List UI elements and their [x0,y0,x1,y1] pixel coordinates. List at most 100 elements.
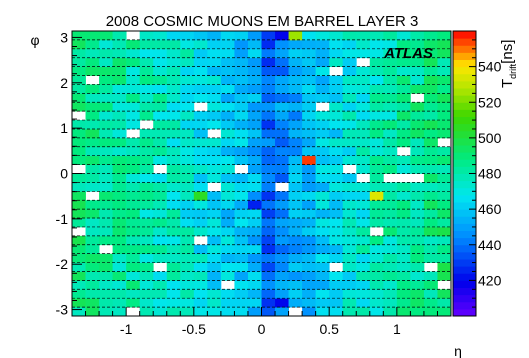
heatmap-cell [112,146,127,157]
heatmap-cell [302,253,317,263]
heatmap-cell [383,253,398,263]
heatmap-cell [275,253,289,263]
heatmap-cell [247,298,262,308]
heatmap-cell [166,173,181,183]
heatmap-cell [369,271,384,281]
heatmap-cell [99,173,114,183]
heatmap-cell [126,66,141,76]
heatmap-cell [247,155,262,165]
heatmap-cell [261,307,276,317]
heatmap-cell [126,253,141,263]
heatmap-cell [315,218,330,228]
heatmap-cell [85,31,100,41]
heatmap-cell [275,218,289,228]
heatmap-cell [166,280,181,290]
heatmap-cell [437,102,452,112]
heatmap-cell [288,146,303,157]
heatmap-cell [423,66,438,76]
heatmap-cell [410,84,425,94]
heatmap-cell [207,226,222,237]
heatmap-cell [356,289,371,299]
heatmap-cell [410,57,425,68]
colorbar-segment [453,152,476,160]
heatmap-cell [166,271,181,281]
heatmap-cell [369,218,384,228]
heatmap-cell [396,75,411,85]
heatmap-cell [220,48,235,59]
heatmap-cell [396,57,411,68]
heatmap-cell [410,191,425,201]
heatmap-cell [369,31,384,41]
heatmap-cell [139,235,154,246]
heatmap-cell [207,307,222,317]
heatmap-cell [329,31,344,41]
heatmap-cell [207,111,222,121]
heatmap-cell [234,155,249,165]
x-axis: -1 -0.5 0 0.5 1 [71,307,452,337]
heatmap-cell [356,271,371,281]
heatmap-cell [302,31,317,41]
heatmap-cell [247,84,262,94]
heatmap-cell [72,84,86,94]
heatmap-cell [423,155,438,165]
colorbar-segment [453,251,476,260]
heatmap-cell [153,226,168,237]
heatmap-cell [72,48,86,59]
heatmap-cell [369,84,384,94]
heatmap-cell [288,182,303,192]
heatmap-cell [153,253,168,263]
heatmap-cell [126,271,141,281]
heatmap-cell [369,298,384,308]
heatmap-cell [396,164,411,174]
heatmap-cell [329,39,344,50]
heatmap-cell [126,298,141,308]
heatmap-cell [220,31,235,41]
heatmap-cell [315,244,330,255]
x-tick-label: 1 [393,321,401,337]
heatmap-cell [329,111,344,121]
heatmap-cell [85,218,100,228]
heatmap-cell [356,48,371,59]
heatmap-cell [261,173,276,183]
heatmap-cell [112,200,127,210]
heatmap-cell [356,253,371,263]
heatmap-cell [288,298,303,308]
heatmap-cell [396,226,411,237]
colorbar-segment [453,109,476,117]
heatmap-cell [139,164,154,174]
heatmap-cell [261,262,276,272]
heatmap-cell [247,200,262,210]
heatmap-cell [126,289,141,299]
heatmap-cell [247,164,262,174]
heatmap-cell [166,120,181,130]
heatmap-cell [329,200,344,210]
heatmap-cell [126,244,141,255]
heatmap-cell [369,93,384,103]
heatmap-cell [288,209,303,219]
heatmap-cell [383,244,398,255]
heatmap-cell [261,218,276,228]
heatmap-cell [234,57,249,68]
heatmap-cell [85,39,100,50]
heatmap-cell [396,84,411,94]
heatmap-cell [329,173,344,183]
heatmap-cell [166,155,181,165]
heatmap-cell [261,209,276,219]
heatmap-cell [342,226,357,237]
heatmap-cell [166,244,181,255]
heatmap-cell [315,39,330,50]
heatmap-cell [423,182,438,192]
heatmap-cell [220,191,235,201]
heatmap-cell [139,84,154,94]
heatmap-cell [126,226,141,237]
heatmap-cell [220,84,235,94]
heatmap-cell [423,84,438,94]
heatmap-cell [247,262,262,272]
heatmap-cell [410,289,425,299]
heatmap-cell [383,226,398,237]
heatmap-cell [275,200,289,210]
heatmap-cell [85,307,100,317]
heatmap-cell [247,111,262,121]
heatmap-cell [85,173,100,183]
heatmap-cell [369,120,384,130]
